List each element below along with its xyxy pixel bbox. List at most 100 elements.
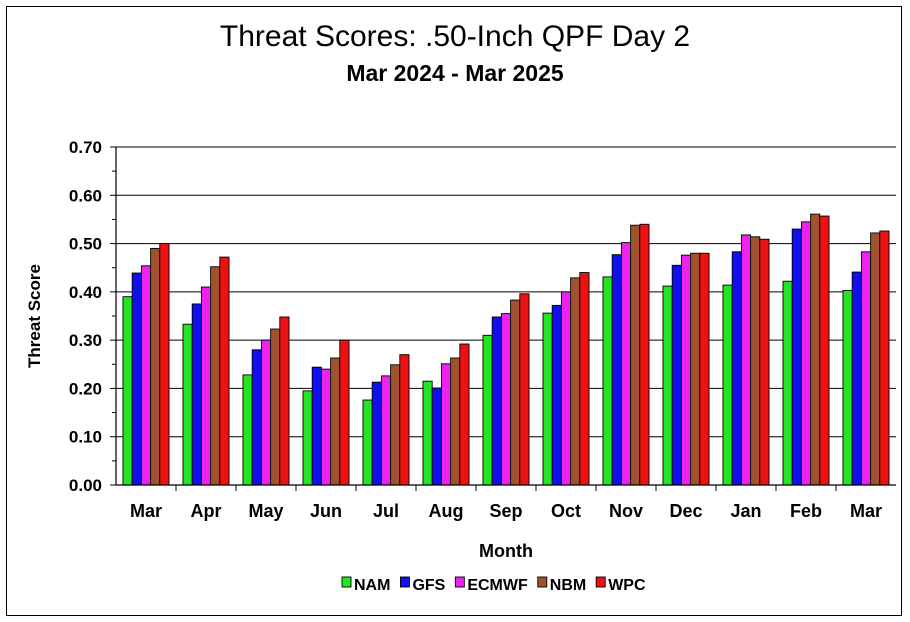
x-axis-label: Month [479,541,533,561]
bar-nam [842,289,853,486]
bar-wpc [279,316,290,486]
bar-wpc [459,343,470,486]
legend-swatch-gfs [399,576,410,588]
bar-gfs [611,254,622,486]
legend-label-gfs: GFS [412,577,445,594]
bar-gfs [671,264,682,486]
bar-nam [602,276,613,486]
bar-ecmwf [620,242,632,486]
bar-nbm [390,364,401,486]
bar-ecmwf [560,291,572,486]
bar-ecmwf [200,286,212,486]
bar-ecmwf [860,251,872,486]
bar-wpc [699,252,710,486]
bar-nbm [270,328,281,486]
x-tick-label: Oct [551,501,581,521]
x-tick-label: Feb [790,501,822,521]
bar-nbm [510,299,521,486]
bar-ecmwf [140,265,152,486]
bar-gfs [311,366,322,486]
x-tick-label: Nov [609,501,643,521]
bar-wpc [639,223,650,486]
bar-nbm [330,357,341,486]
x-tick-label: Jul [373,501,399,521]
bar-ecmwf [500,313,512,486]
legend-label-nbm: NBM [550,577,586,594]
x-tick-label: Mar [130,501,162,521]
bar-nbm [870,232,881,486]
legend-swatch-wpc [595,576,606,588]
bar-nbm [150,247,161,486]
bar-wpc [579,272,590,486]
chart-subtitle: Mar 2024 - Mar 2025 [346,60,564,86]
x-tick-label: Jun [310,501,342,521]
bar-wpc [879,230,890,486]
bar-nam [242,374,253,486]
bar-wpc [159,243,170,486]
bar-wpc [519,293,530,486]
legend: NAM GFS ECMWF NBM WPC [341,576,646,594]
bar-nam [362,399,373,486]
bar-ecmwf [380,375,392,486]
x-tick-label: Jan [730,501,761,521]
bar-gfs [131,272,142,486]
chart-title: Threat Scores: .50-Inch QPF Day 2 [219,20,691,53]
bar-nbm [750,236,761,486]
y-tick-label: 0.50 [69,235,102,254]
bar-nbm [210,266,221,486]
x-tick-label: Apr [191,501,222,521]
bar-wpc [819,215,830,486]
x-tick-label: Aug [429,501,464,521]
bar-nam [782,280,793,486]
x-tick-label: Mar [850,501,882,521]
bar-ecmwf [800,221,812,486]
x-tick-label: May [248,501,283,521]
legend-swatch-ecmwf [454,576,465,588]
legend-swatch-nam [341,576,352,588]
bar-nam [662,285,673,486]
legend-swatch-nbm [537,576,548,588]
bar-nbm [570,277,581,486]
bar-wpc [339,339,350,486]
legend-label-nam: NAM [354,577,390,594]
bar-nbm [690,252,701,486]
bar-nam [422,380,433,486]
y-tick-label: 0.40 [69,283,102,302]
y-tick-label: 0.60 [69,186,102,205]
legend-label-wpc: WPC [608,577,646,594]
y-tick-label: 0.20 [69,379,102,398]
bar-gfs [431,387,442,486]
bar-wpc [399,354,410,486]
bar-ecmwf [320,368,332,486]
bar-gfs [851,271,862,486]
bar-nam [482,334,493,486]
bar-nbm [450,357,461,486]
y-tick-label: 0.00 [69,476,102,495]
bar-gfs [791,228,802,486]
bar-ecmwf [440,363,452,486]
bar-ecmwf [680,254,692,486]
bar-nam [122,296,133,486]
bar-wpc [759,238,770,486]
x-tick-label: Dec [669,501,702,521]
bar-gfs [491,316,502,486]
bars [122,213,890,486]
bar-gfs [551,304,562,486]
bar-nam [182,323,193,486]
bar-nam [302,390,313,486]
bar-ecmwf [740,234,752,486]
bar-nam [542,312,553,486]
bar-gfs [731,251,742,486]
y-tick-label: 0.70 [69,138,102,157]
axes: 0.00 0.10 0.20 0.30 0.40 0.50 0.60 0.70 Mar Apr Ma… [69,138,896,521]
bar-gfs [251,349,262,486]
x-tick-label: Sep [489,501,522,521]
y-tick-label: 0.10 [69,428,102,447]
y-axis-label: Threat Score [25,264,44,368]
bar-wpc [219,256,230,486]
y-tick-label: 0.30 [69,331,102,350]
bar-nbm [630,224,641,486]
bar-nbm [810,213,821,486]
legend-label-ecmwf: ECMWF [467,577,528,594]
